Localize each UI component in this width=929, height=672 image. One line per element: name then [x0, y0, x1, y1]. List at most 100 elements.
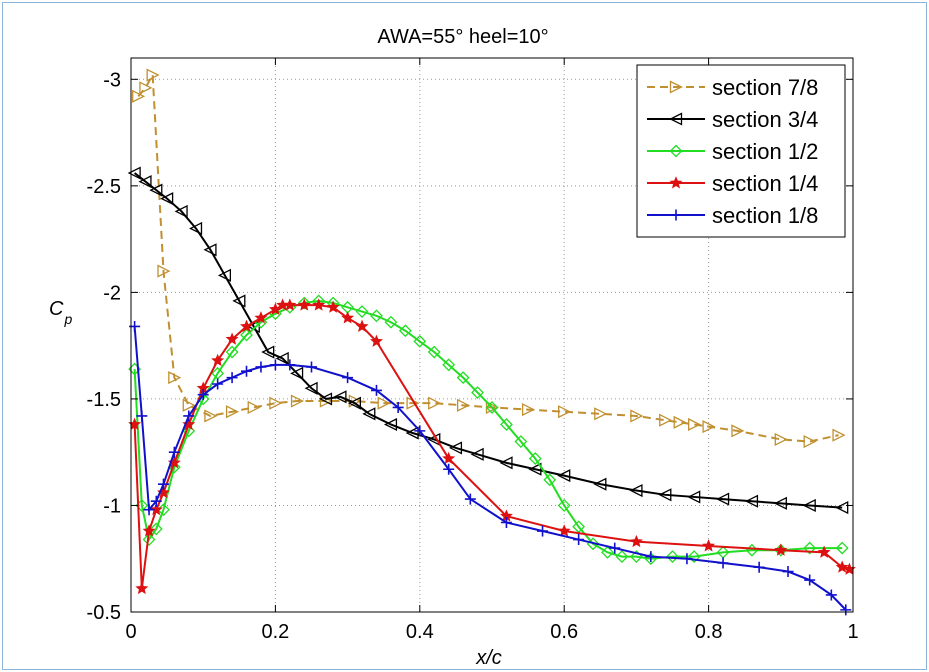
data-point: [377, 396, 391, 410]
data-point: [333, 390, 347, 404]
data-point: [615, 550, 629, 564]
y-axis-label-subscript: p: [63, 311, 72, 327]
data-point: [573, 534, 585, 546]
data-point: [254, 311, 268, 324]
data-point: [211, 353, 225, 367]
data-point: [275, 351, 289, 365]
x-tick-label: 0.6: [550, 621, 578, 643]
data-point: [362, 407, 376, 421]
data-point: [347, 396, 361, 410]
data-point: [247, 400, 261, 414]
data-point: [203, 243, 217, 257]
data-point: [609, 542, 621, 554]
data-point: [269, 396, 283, 410]
legend-marker: [669, 144, 683, 158]
series-4: [129, 320, 852, 616]
data-point: [135, 581, 149, 595]
data-point: [803, 541, 817, 555]
data-point: [428, 396, 442, 410]
x-tick-label: 1: [847, 621, 858, 643]
data-point: [341, 311, 355, 324]
y-tick-label: -2.5: [87, 176, 121, 198]
data-point: [840, 604, 852, 616]
data-point: [629, 483, 643, 498]
data-point: [825, 589, 837, 601]
data-point: [225, 405, 240, 419]
data-point: [189, 221, 203, 236]
data-point: [255, 361, 267, 373]
data-point: [138, 175, 152, 189]
series-2: [128, 294, 849, 566]
data-point: [773, 496, 787, 510]
data-point: [470, 447, 484, 461]
x-axis-label: x/c: [475, 647, 502, 669]
legend-label: section 7/8: [712, 75, 818, 100]
data-point: [283, 298, 297, 311]
data-point: [630, 409, 644, 423]
data-point: [500, 517, 512, 529]
legend-label: section 1/8: [712, 203, 818, 228]
data-point: [304, 381, 318, 395]
x-tick-label: 0.8: [695, 621, 723, 643]
data-point: [398, 324, 412, 338]
data-point: [537, 525, 549, 537]
data-point: [168, 371, 182, 385]
data-point: [774, 432, 788, 446]
data-point: [528, 452, 542, 466]
data-point: [645, 551, 657, 563]
data-point: [499, 456, 513, 470]
data-point: [197, 389, 209, 401]
data-point: [290, 394, 305, 408]
data-point: [132, 89, 146, 103]
data-point: [835, 501, 849, 515]
data-point: [558, 405, 572, 419]
data-point: [127, 166, 141, 180]
data-point: [716, 492, 730, 506]
data-point: [355, 305, 369, 318]
data-point: [326, 300, 340, 313]
series-line: [133, 172, 843, 509]
data-point: [225, 332, 239, 345]
data-point: [702, 539, 716, 552]
data-point: [157, 485, 170, 499]
data-point: [212, 378, 224, 390]
data-point: [594, 407, 608, 421]
data-point: [149, 183, 163, 197]
data-point: [269, 359, 281, 371]
legend: section 7/8 section 3/4 section 1/2 section…: [636, 64, 846, 238]
data-point: [448, 441, 463, 455]
data-point: [149, 522, 163, 536]
data-point: [370, 334, 383, 347]
x-tick-label: 0.2: [261, 621, 289, 643]
data-point: [782, 566, 794, 578]
data-point: [312, 298, 326, 311]
data-point: [681, 553, 693, 565]
y-tick-label: -3: [103, 69, 121, 91]
data-point: [629, 534, 643, 548]
series-line: [133, 299, 843, 560]
legend-label: section 3/4: [712, 107, 818, 132]
data-point: [500, 418, 513, 431]
data-point: [392, 401, 404, 413]
data-point: [456, 398, 471, 412]
series-0: [132, 68, 846, 449]
legend-marker: [669, 176, 683, 189]
data-point: [744, 494, 759, 508]
data-point: [226, 372, 238, 384]
series-3: [128, 298, 856, 595]
data-point: [702, 420, 716, 434]
data-point: [666, 550, 679, 564]
data-point: [355, 319, 369, 332]
data-point: [687, 490, 701, 504]
legend-marker: [670, 209, 682, 221]
data-point: [143, 504, 155, 516]
data-point: [370, 384, 382, 396]
data-point: [183, 410, 195, 422]
data-point: [383, 417, 398, 432]
data-point: [414, 425, 426, 437]
data-point: [370, 309, 383, 323]
chart-title: AWA=55° heel=10°: [377, 26, 548, 48]
y-tick-label: -1.5: [87, 389, 121, 411]
data-point: [817, 545, 831, 558]
